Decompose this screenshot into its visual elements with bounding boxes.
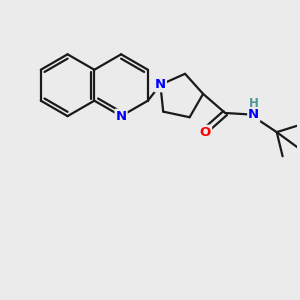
Text: H: H	[249, 97, 259, 110]
Text: N: N	[248, 108, 259, 121]
Text: N: N	[116, 110, 127, 123]
Text: N: N	[155, 78, 166, 91]
Text: O: O	[200, 126, 211, 139]
